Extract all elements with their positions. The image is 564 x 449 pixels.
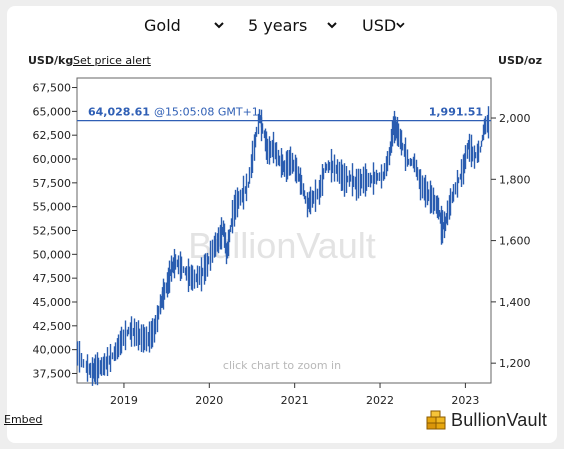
chevron-down-icon bbox=[396, 22, 405, 29]
right-tick-label: 1,800 bbox=[499, 173, 531, 186]
left-tick-label: 45,000 bbox=[33, 296, 72, 309]
x-tick-label: 2021 bbox=[281, 394, 309, 407]
left-tick-label: 40,000 bbox=[33, 344, 72, 357]
right-tick-label: 1,400 bbox=[499, 296, 531, 309]
right-tick-label: 2,000 bbox=[499, 112, 531, 125]
left-tick-label: 42,500 bbox=[33, 320, 72, 333]
left-tick-label: 60,000 bbox=[33, 153, 72, 166]
left-tick-label: 37,500 bbox=[33, 367, 72, 380]
gold-bars-icon bbox=[426, 410, 446, 430]
left-tick-label: 67,500 bbox=[33, 82, 72, 95]
bullionvault-logo: BullionVault bbox=[425, 408, 547, 432]
left-tick-label: 50,000 bbox=[33, 248, 72, 261]
x-tick-label: 2019 bbox=[110, 394, 138, 407]
left-tick-label: 57,500 bbox=[33, 177, 72, 190]
left-tick-label: 62,500 bbox=[33, 129, 72, 142]
left-axis-unit: USD/kg bbox=[28, 54, 74, 67]
current-price-time: @15:05:08 GMT+1 bbox=[154, 106, 259, 119]
right-tick-label: 1,200 bbox=[499, 357, 531, 370]
left-tick-label: 52,500 bbox=[33, 225, 72, 238]
current-price-kg: 64,028.61 bbox=[88, 106, 150, 119]
left-tick-label: 65,000 bbox=[33, 105, 72, 118]
current-price-oz: 1,991.51 bbox=[429, 106, 483, 119]
metal-select[interactable]: Gold bbox=[135, 13, 232, 37]
chevron-down-icon bbox=[214, 22, 224, 29]
left-tick-label: 47,500 bbox=[33, 272, 72, 285]
chevron-down-icon bbox=[327, 22, 337, 29]
range-select[interactable]: 5 years bbox=[239, 13, 345, 37]
x-tick-label: 2023 bbox=[451, 394, 479, 407]
set-price-alert-link[interactable]: Set price alert bbox=[73, 54, 151, 67]
currency-select[interactable]: USD bbox=[353, 13, 413, 37]
x-tick-label: 2020 bbox=[195, 394, 223, 407]
embed-link[interactable]: Embed bbox=[4, 413, 43, 426]
right-axis-unit: USD/oz bbox=[498, 54, 542, 67]
right-tick-label: 1,600 bbox=[499, 235, 531, 248]
left-tick-label: 55,000 bbox=[33, 201, 72, 214]
watermark-text: BullionVault bbox=[188, 225, 375, 266]
brand-name: BullionVault bbox=[451, 409, 548, 430]
zoom-hint: click chart to zoom in bbox=[223, 359, 341, 372]
currency-select-label: USD bbox=[362, 15, 397, 35]
x-tick-label: 2022 bbox=[366, 394, 394, 407]
metal-select-label: Gold bbox=[144, 15, 181, 35]
range-select-label: 5 years bbox=[248, 15, 308, 35]
